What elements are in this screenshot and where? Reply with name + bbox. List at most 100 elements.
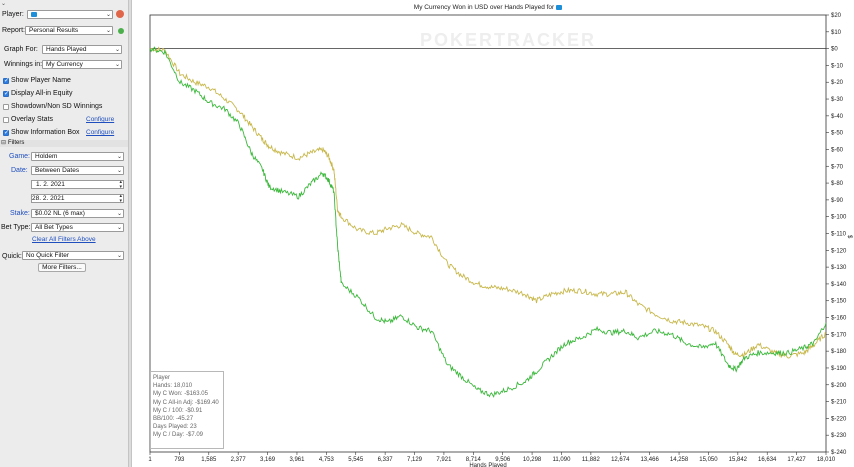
x-tick-label: 7,921 xyxy=(436,457,452,463)
graph-for-label: Graph For: xyxy=(4,46,38,53)
x-axis-label: Hands Played xyxy=(469,463,506,467)
date-select[interactable]: Between Dates ⌄ xyxy=(31,166,124,175)
y-tick-label: $-140 xyxy=(831,282,847,288)
show-information-box-label: Show Information Box xyxy=(11,129,80,136)
y-tick-label: $-80 xyxy=(831,181,844,187)
chevron-down-icon: ⌄ xyxy=(116,168,122,174)
winnings-select[interactable]: My Currency ⌄ xyxy=(42,60,122,69)
y-tick-label: $-70 xyxy=(831,164,844,170)
overlay-stats-checkbox[interactable] xyxy=(3,117,9,123)
chevron-down-icon: ⌄ xyxy=(116,225,122,231)
x-tick-label: 6,337 xyxy=(378,457,394,463)
y-tick-label: $20 xyxy=(831,13,842,19)
winnings-label: Winnings in: xyxy=(4,61,43,68)
chevron-down-icon: ⌄ xyxy=(105,12,111,18)
y-tick-label: $-50 xyxy=(831,131,844,137)
y-tick-label: $10 xyxy=(831,30,842,36)
x-tick-label: 15,050 xyxy=(699,457,718,463)
x-tick-label: 3,169 xyxy=(260,457,276,463)
y-tick-label: $-20 xyxy=(831,80,844,86)
show-player-name-checkbox[interactable] xyxy=(3,77,9,84)
x-tick-label: 18,010 xyxy=(817,457,836,463)
x-tick-label: 11,090 xyxy=(553,457,572,463)
info-heading: Player xyxy=(153,375,171,381)
y-tick-label: $-210 xyxy=(831,400,847,406)
quick-filter-select[interactable]: No Quick Filter ⌄ xyxy=(22,251,124,260)
info-bb-100: BB/100: -45.27 xyxy=(153,416,194,423)
y-tick-label: $-220 xyxy=(831,416,847,422)
refresh-icon[interactable] xyxy=(118,28,124,34)
display-all-in-equity-label: Display All-in Equity xyxy=(11,90,73,97)
x-tick-label: 1,585 xyxy=(201,457,217,463)
x-tick-label: 793 xyxy=(174,457,185,463)
show-information-box-checkbox[interactable] xyxy=(3,129,9,136)
chart-title: My Currency Won in USD over Hands Played… xyxy=(150,4,826,11)
x-tick-label: 3,961 xyxy=(289,457,305,463)
site-icon xyxy=(31,11,37,17)
x-tick-label: 4,753 xyxy=(319,457,335,463)
stepper-icon[interactable]: ▴ ▾ xyxy=(119,179,122,190)
watermark: POKERTRACKER xyxy=(420,30,597,50)
y-tick-label: $-130 xyxy=(831,265,847,271)
display-all-in-equity-checkbox[interactable] xyxy=(3,90,9,97)
chevron-down-icon: ⌄ xyxy=(116,154,122,160)
filter-sidebar: ⌄ Player: ⌄ Report: Personal Results ⌄ G… xyxy=(0,0,128,467)
stake-label: Stake: xyxy=(10,210,30,217)
y-tick-label: $-90 xyxy=(831,198,844,204)
y-tick-label: $-150 xyxy=(831,299,847,305)
x-tick-label: 2,377 xyxy=(231,457,247,463)
panel-splitter[interactable] xyxy=(128,0,132,467)
x-tick-label: 16,634 xyxy=(758,457,777,463)
chevron-down-icon: ⌄ xyxy=(114,62,120,68)
date-from-input[interactable]: 1. 2. 2021 ▴ ▾ xyxy=(31,179,124,190)
x-tick-label: 12,674 xyxy=(611,457,630,463)
report-select[interactable]: Personal Results ⌄ xyxy=(25,26,113,35)
showdown-winnings-checkbox[interactable] xyxy=(3,104,9,110)
y-tick-label: $-100 xyxy=(831,215,847,221)
showdown-winnings-label: Showdown/Non SD Winnings xyxy=(11,103,103,110)
y-tick-label: $-160 xyxy=(831,316,847,322)
more-filters-button[interactable]: More Filters... xyxy=(38,263,86,272)
x-tick-label: 17,427 xyxy=(787,457,806,463)
clear-filters-link[interactable]: Clear All Filters Above xyxy=(32,236,96,243)
x-tick-label: 15,842 xyxy=(729,457,748,463)
chevron-down-icon: ⌄ xyxy=(114,47,120,53)
overlay-stats-label: Overlay Stats xyxy=(11,116,54,123)
y-tick-label: $0 xyxy=(831,47,838,53)
graph-for-select[interactable]: Hands Played ⌄ xyxy=(42,45,122,54)
info-per-day: My C / Day: -$7.09 xyxy=(153,432,204,439)
y-tick-label: $-60 xyxy=(831,147,844,153)
x-tick-label: 1 xyxy=(148,457,152,463)
x-tick-label: 10,298 xyxy=(523,457,542,463)
info-won: My C Won: -$163.05 xyxy=(153,391,208,398)
game-label: Game: xyxy=(9,153,31,160)
y-tick-label: $-120 xyxy=(831,248,847,254)
bet-type-select[interactable]: All Bet Types ⌄ xyxy=(31,223,124,232)
x-tick-label: 7,129 xyxy=(407,457,423,463)
stepper-icon[interactable]: ▴ ▾ xyxy=(119,193,122,204)
overlay-stats-configure-link[interactable]: Configure xyxy=(86,116,115,123)
player-notes-icon[interactable] xyxy=(116,10,124,18)
plot-frame xyxy=(149,14,827,453)
collapse-icon[interactable]: ⌄ xyxy=(1,1,7,7)
x-tick-label: 14,258 xyxy=(670,457,689,463)
information-box-configure-link[interactable]: Configure xyxy=(86,129,115,136)
collapse-icon: ⊟ xyxy=(1,140,7,146)
y-axis-label: $ xyxy=(846,235,852,239)
y-tick-label: $-170 xyxy=(831,332,847,338)
stake-select[interactable]: $0.02 NL (6 max) ⌄ xyxy=(31,209,124,218)
game-select[interactable]: Holdem ⌄ xyxy=(31,152,124,161)
date-label: Date: xyxy=(11,167,28,174)
player-label: Player: xyxy=(2,11,24,18)
series-line-1 xyxy=(149,46,827,359)
information-box[interactable]: Player Hands: 18,010 My C Won: -$163.05 … xyxy=(150,371,224,449)
y-tick-label: $-10 xyxy=(831,63,844,69)
series-line-0 xyxy=(149,46,827,398)
filters-header[interactable]: ⊟ Filters xyxy=(0,140,128,147)
player-select[interactable]: ⌄ xyxy=(27,10,113,19)
x-tick-label: 8,714 xyxy=(466,457,482,463)
date-to-input[interactable]: 28. 2. 2021 ▴ ▾ xyxy=(31,193,124,204)
chevron-down-icon: ⌄ xyxy=(105,28,111,34)
y-tick-label: $-40 xyxy=(831,114,844,120)
